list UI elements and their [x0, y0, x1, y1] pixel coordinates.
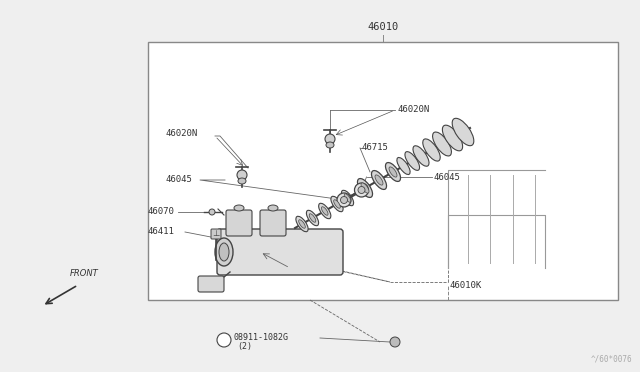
Ellipse shape — [405, 152, 420, 170]
Text: ^/60*0076: ^/60*0076 — [590, 355, 632, 364]
Ellipse shape — [397, 157, 410, 174]
FancyBboxPatch shape — [217, 229, 343, 275]
Ellipse shape — [215, 238, 233, 266]
Ellipse shape — [442, 125, 463, 151]
Ellipse shape — [237, 170, 247, 180]
Text: 08911-1082G: 08911-1082G — [233, 334, 288, 343]
Ellipse shape — [337, 193, 351, 207]
Ellipse shape — [333, 200, 340, 208]
FancyBboxPatch shape — [226, 210, 252, 236]
Ellipse shape — [452, 118, 474, 146]
Ellipse shape — [325, 134, 335, 144]
Ellipse shape — [340, 196, 348, 203]
Text: (2): (2) — [237, 343, 252, 352]
Ellipse shape — [238, 178, 246, 184]
Ellipse shape — [326, 142, 334, 148]
Bar — [148, 42, 618, 300]
Text: 46045: 46045 — [433, 173, 460, 183]
Circle shape — [217, 333, 231, 347]
Ellipse shape — [375, 175, 383, 185]
FancyBboxPatch shape — [211, 229, 221, 239]
FancyBboxPatch shape — [198, 276, 224, 292]
Ellipse shape — [358, 186, 365, 193]
Ellipse shape — [413, 146, 429, 166]
Text: N: N — [221, 336, 227, 344]
Ellipse shape — [234, 205, 244, 211]
Text: 46020N: 46020N — [397, 106, 429, 115]
Ellipse shape — [341, 190, 354, 206]
Text: 46020N: 46020N — [165, 129, 197, 138]
Ellipse shape — [371, 170, 387, 189]
Ellipse shape — [268, 205, 278, 211]
Text: 46010: 46010 — [367, 22, 399, 32]
Ellipse shape — [433, 132, 451, 156]
Text: 46045: 46045 — [165, 176, 192, 185]
Ellipse shape — [307, 210, 319, 226]
Text: 46411: 46411 — [148, 228, 175, 237]
Text: 46010K: 46010K — [450, 280, 483, 289]
Text: ⊥: ⊥ — [212, 230, 220, 238]
Text: 46715: 46715 — [362, 144, 389, 153]
Ellipse shape — [209, 209, 215, 215]
Ellipse shape — [299, 220, 305, 228]
Ellipse shape — [355, 183, 369, 197]
Ellipse shape — [331, 196, 343, 212]
Text: 46070: 46070 — [148, 208, 175, 217]
Ellipse shape — [389, 167, 397, 177]
Ellipse shape — [423, 139, 440, 161]
FancyBboxPatch shape — [260, 210, 286, 236]
Ellipse shape — [321, 207, 328, 215]
Ellipse shape — [219, 243, 229, 261]
Ellipse shape — [385, 163, 401, 182]
Ellipse shape — [319, 203, 331, 219]
Ellipse shape — [358, 179, 372, 198]
Ellipse shape — [361, 183, 369, 193]
Text: FRONT: FRONT — [70, 269, 99, 278]
Ellipse shape — [344, 194, 351, 202]
Circle shape — [390, 337, 400, 347]
Ellipse shape — [309, 214, 316, 222]
Ellipse shape — [296, 216, 308, 232]
